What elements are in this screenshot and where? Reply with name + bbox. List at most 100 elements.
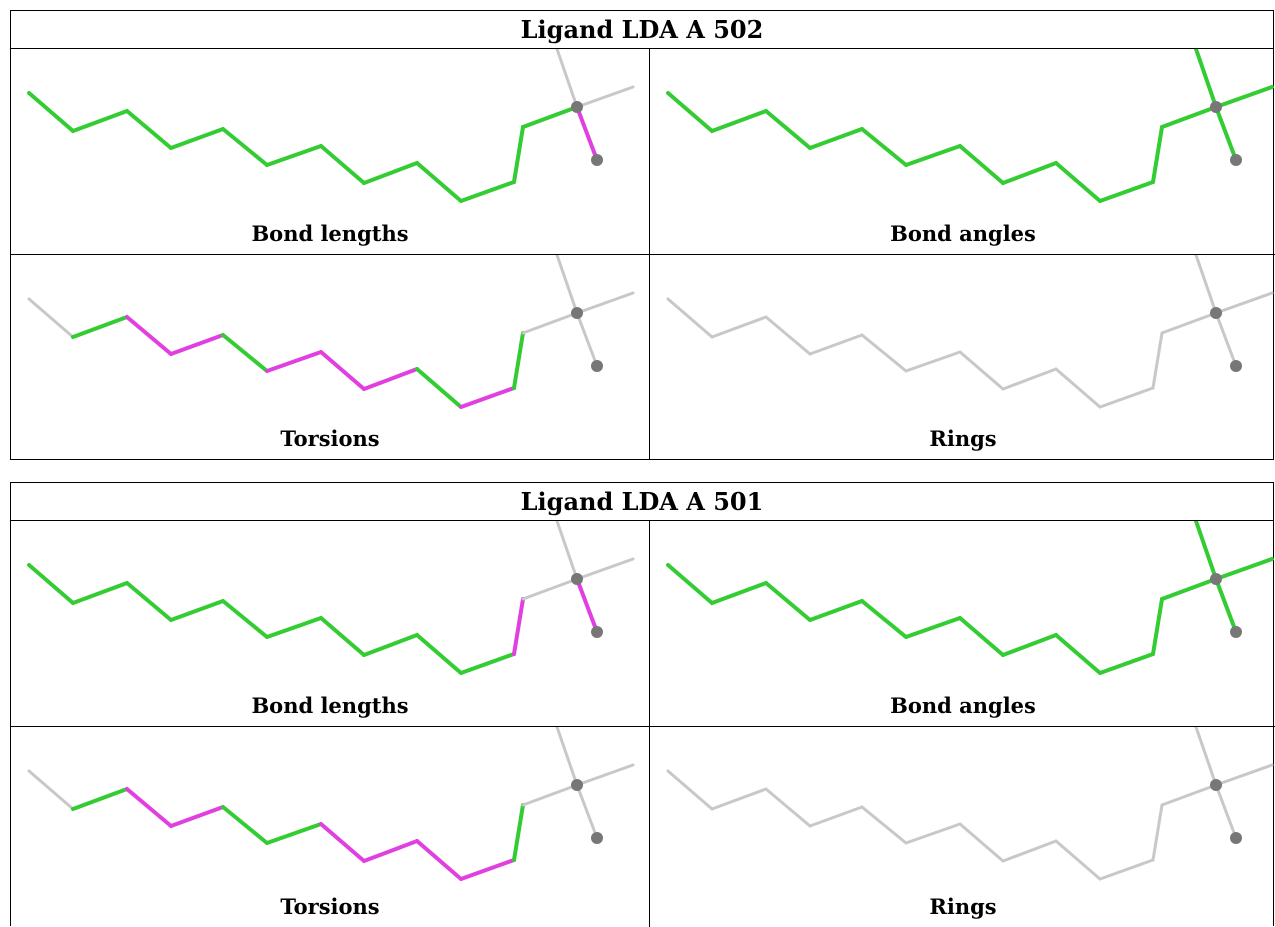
bond-ok: [764, 581, 812, 622]
bond-ok: [1098, 180, 1155, 203]
bond-ok: [1160, 105, 1218, 129]
ligand-block: Ligand LDA A 501 Bond lengths Bond angle…: [10, 482, 1275, 927]
bond-ok: [666, 91, 714, 133]
bond-ok: [319, 616, 366, 657]
panel-bond-lengths: Bond lengths: [11, 49, 649, 255]
bond-ok: [71, 787, 129, 811]
bond-ok: [710, 109, 768, 133]
panel-bond-angles: Bond angles: [649, 521, 1275, 727]
bond-outlier: [169, 333, 225, 356]
bond-outlier: [125, 787, 173, 828]
bond-ok: [221, 599, 269, 639]
bond-ok: [808, 599, 864, 622]
atom-sphere: [1230, 154, 1242, 166]
panel-caption: Torsions: [280, 894, 380, 919]
bond-outlier: [319, 350, 366, 391]
bond-none: [575, 311, 599, 368]
bond-ok: [1194, 521, 1218, 581]
bond-ok: [265, 144, 323, 167]
atom-sphere: [571, 307, 583, 319]
bond-ok: [1151, 597, 1164, 656]
bond-none: [555, 521, 579, 581]
panel-caption: Bond angles: [890, 221, 1036, 246]
panel-torsions: Torsions: [11, 727, 649, 927]
bond-ok: [221, 127, 269, 167]
bond-ok: [221, 333, 269, 373]
bond-ok: [1001, 161, 1058, 185]
bond-ok: [27, 91, 75, 133]
bond-none: [860, 333, 908, 373]
bond-none: [1151, 331, 1164, 390]
bond-none: [1001, 367, 1058, 391]
bond-outlier: [362, 367, 419, 391]
bond-none: [521, 783, 579, 807]
atom-sphere: [571, 573, 583, 585]
bond-ok: [459, 652, 516, 675]
bond-outlier: [319, 822, 366, 863]
bond-none: [521, 577, 579, 601]
bond-none: [1054, 367, 1102, 409]
bond-ok: [362, 161, 419, 185]
bond-ok: [459, 180, 516, 203]
molecule-image: [27, 727, 635, 881]
panel-rings: Rings: [649, 727, 1275, 927]
bond-ok: [319, 144, 366, 185]
bond-ok: [71, 315, 129, 339]
bond-none: [1098, 858, 1155, 881]
atom-sphere: [591, 360, 603, 372]
molecule-image: [666, 727, 1274, 881]
ligand-title: Ligand LDA A 502: [11, 11, 1273, 49]
bond-none: [555, 255, 579, 315]
panel-caption: Rings: [929, 426, 997, 451]
bond-none: [1214, 783, 1238, 840]
bond-outlier: [125, 315, 173, 356]
molecule-image: [27, 49, 635, 203]
bond-ok: [1001, 633, 1058, 657]
panel-caption: Torsions: [280, 426, 380, 451]
bond-none: [575, 85, 635, 109]
bond-none: [958, 350, 1005, 391]
panel-caption: Bond lengths: [251, 693, 409, 718]
bond-none: [764, 315, 812, 356]
bond-ok: [958, 144, 1005, 185]
bond-outlier: [169, 805, 225, 828]
bond-ok: [512, 125, 525, 184]
atom-sphere: [571, 779, 583, 791]
bond-ok: [764, 109, 812, 150]
bond-none: [1151, 803, 1164, 862]
bond-none: [1001, 839, 1058, 863]
bond-outlier: [575, 105, 599, 162]
atom-sphere: [591, 832, 603, 844]
bond-none: [666, 769, 714, 811]
bond-none: [1160, 783, 1218, 807]
bond-ok: [860, 599, 908, 639]
bond-none: [555, 727, 579, 787]
atom-sphere: [1210, 779, 1222, 791]
bond-ok: [1151, 125, 1164, 184]
bond-ok: [362, 633, 419, 657]
bond-none: [764, 787, 812, 828]
bond-ok: [265, 616, 323, 639]
bond-none: [575, 557, 635, 581]
ligand-block: Ligand LDA A 502 Bond lengths Bond angle…: [10, 10, 1275, 460]
bond-ok: [1214, 557, 1274, 581]
atom-sphere: [1230, 832, 1242, 844]
bond-outlier: [265, 350, 323, 373]
bond-ok: [125, 109, 173, 150]
bond-none: [1214, 763, 1274, 787]
bond-none: [1098, 386, 1155, 409]
bond-none: [904, 350, 962, 373]
bond-ok: [169, 127, 225, 150]
molecule-image: [27, 255, 635, 409]
bond-ok: [1054, 633, 1102, 675]
bond-ok: [1054, 161, 1102, 203]
bond-ok: [125, 581, 173, 622]
bond-ok: [1194, 49, 1218, 109]
bond-ok: [666, 563, 714, 605]
molecule-image: [27, 521, 635, 675]
panel-rings: Rings: [649, 255, 1275, 459]
bond-outlier: [415, 839, 463, 881]
panel-torsions: Torsions: [11, 255, 649, 459]
bond-outlier: [362, 839, 419, 863]
bond-none: [1194, 727, 1218, 787]
